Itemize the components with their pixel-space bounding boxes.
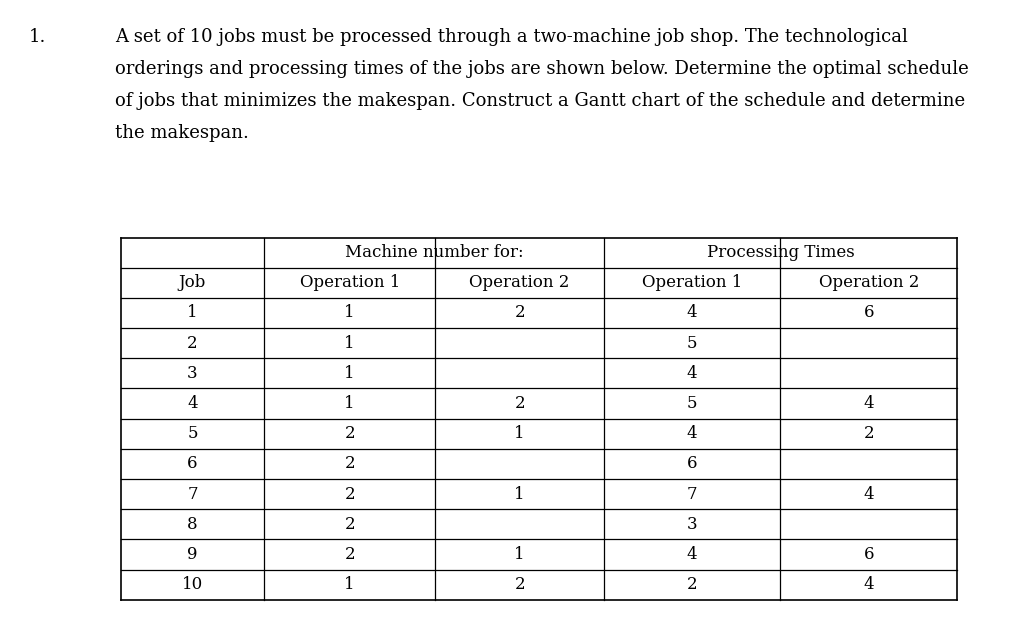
- Text: 2: 2: [514, 576, 525, 593]
- Text: 1: 1: [514, 486, 525, 503]
- Text: Operation 1: Operation 1: [299, 275, 400, 291]
- Text: Operation 2: Operation 2: [469, 275, 570, 291]
- Text: 6: 6: [187, 455, 198, 473]
- Text: 1: 1: [344, 334, 355, 352]
- Text: 2: 2: [187, 334, 198, 352]
- Text: Processing Times: Processing Times: [707, 244, 855, 261]
- Text: 2: 2: [687, 576, 697, 593]
- Text: 3: 3: [687, 516, 697, 532]
- Text: of jobs that minimizes the makespan. Construct a Gantt chart of the schedule and: of jobs that minimizes the makespan. Con…: [115, 92, 965, 110]
- Text: 2: 2: [344, 486, 355, 503]
- Text: 7: 7: [187, 486, 198, 503]
- Text: 4: 4: [687, 425, 697, 442]
- Text: 6: 6: [687, 455, 697, 473]
- Text: Operation 1: Operation 1: [642, 275, 742, 291]
- Text: 2: 2: [344, 455, 355, 473]
- Text: 5: 5: [687, 395, 697, 412]
- Text: 9: 9: [187, 546, 198, 563]
- Text: 8: 8: [187, 516, 198, 532]
- Text: 1: 1: [187, 305, 198, 321]
- Text: 4: 4: [863, 486, 874, 503]
- Text: Machine number for:: Machine number for:: [345, 244, 523, 261]
- Text: 1: 1: [344, 395, 355, 412]
- Text: the makespan.: the makespan.: [115, 124, 249, 142]
- Text: 1: 1: [514, 425, 525, 442]
- Text: 1: 1: [344, 365, 355, 382]
- Text: 1: 1: [514, 546, 525, 563]
- Text: 5: 5: [187, 425, 198, 442]
- Text: 2: 2: [344, 425, 355, 442]
- Text: 2: 2: [514, 395, 525, 412]
- Text: A set of 10 jobs must be processed through a two-machine job shop. The technolog: A set of 10 jobs must be processed throu…: [115, 28, 907, 46]
- Text: 1.: 1.: [29, 28, 46, 46]
- Text: 4: 4: [687, 546, 697, 563]
- Text: 3: 3: [187, 365, 198, 382]
- Text: 10: 10: [182, 576, 203, 593]
- Text: 4: 4: [187, 395, 198, 412]
- Text: 4: 4: [863, 395, 874, 412]
- Text: 6: 6: [863, 305, 874, 321]
- Text: 7: 7: [687, 486, 697, 503]
- Text: 1: 1: [344, 305, 355, 321]
- Text: 4: 4: [687, 365, 697, 382]
- Text: 2: 2: [863, 425, 874, 442]
- Text: Operation 2: Operation 2: [818, 275, 920, 291]
- Text: orderings and processing times of the jobs are shown below. Determine the optima: orderings and processing times of the jo…: [115, 60, 969, 78]
- Text: 2: 2: [344, 546, 355, 563]
- Text: 5: 5: [687, 334, 697, 352]
- Text: 2: 2: [514, 305, 525, 321]
- Text: Job: Job: [179, 275, 206, 291]
- Text: 4: 4: [687, 305, 697, 321]
- Text: 4: 4: [863, 576, 874, 593]
- Text: 2: 2: [344, 516, 355, 532]
- Text: 6: 6: [863, 546, 874, 563]
- Text: 1: 1: [344, 576, 355, 593]
